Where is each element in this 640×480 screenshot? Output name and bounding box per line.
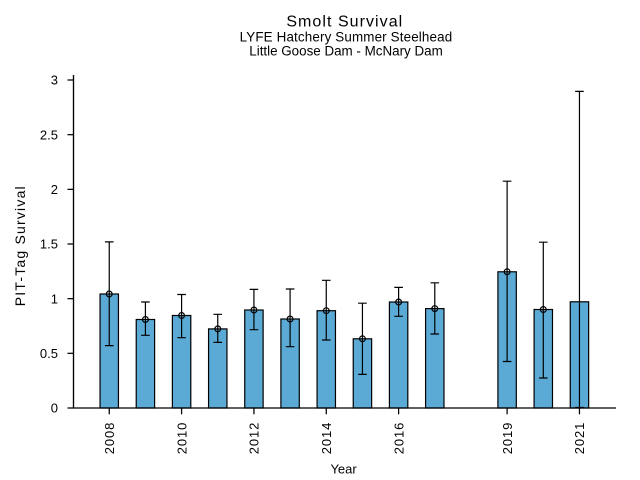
svg-text:2016: 2016 — [391, 422, 406, 455]
svg-text:LYFE Hatchery Summer Steelhead: LYFE Hatchery Summer Steelhead — [240, 29, 453, 44]
svg-text:PIT-Tag Survival: PIT-Tag Survival — [12, 185, 28, 306]
svg-text:Year: Year — [330, 462, 357, 477]
svg-text:2014: 2014 — [319, 422, 334, 455]
svg-text:0: 0 — [51, 401, 58, 416]
svg-text:2.5: 2.5 — [40, 127, 58, 142]
svg-text:2010: 2010 — [174, 422, 189, 455]
svg-text:0.5: 0.5 — [40, 346, 58, 361]
svg-text:Little Goose Dam - McNary Dam: Little Goose Dam - McNary Dam — [249, 44, 442, 59]
svg-text:2008: 2008 — [102, 422, 117, 455]
svg-text:3: 3 — [51, 73, 58, 88]
svg-text:2012: 2012 — [247, 422, 262, 455]
svg-text:Smolt Survival: Smolt Survival — [286, 14, 403, 31]
svg-text:1: 1 — [51, 291, 58, 306]
svg-text:1.5: 1.5 — [40, 237, 58, 252]
svg-text:2019: 2019 — [500, 422, 515, 455]
svg-text:2: 2 — [51, 182, 58, 197]
svg-text:2021: 2021 — [572, 422, 587, 455]
